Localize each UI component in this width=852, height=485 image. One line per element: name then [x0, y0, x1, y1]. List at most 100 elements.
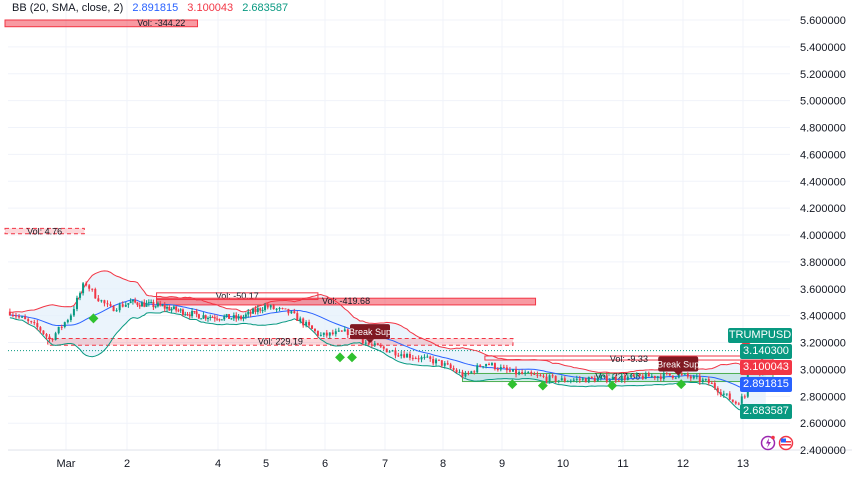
candle-body: [39, 327, 42, 331]
candle-body: [563, 378, 566, 382]
candle-body: [14, 315, 17, 317]
candle-body: [710, 382, 713, 384]
candle-body: [485, 364, 488, 367]
candle-body: [414, 357, 417, 359]
candle-body: [216, 318, 219, 320]
candle: [213, 314, 216, 322]
candle: [364, 339, 367, 346]
time-tick-label: 7: [382, 458, 388, 470]
candle: [175, 305, 178, 313]
candle: [325, 329, 328, 338]
time-tick-label: 9: [499, 458, 505, 470]
buy-diamond-marker: [335, 352, 345, 363]
candle-body: [476, 365, 479, 373]
candle-body: [138, 305, 141, 307]
candle: [186, 312, 189, 316]
price-tick-label: 3.800000: [800, 257, 846, 269]
candle-body: [674, 377, 677, 379]
price-tick-label: 3.600000: [800, 284, 846, 296]
candle: [403, 350, 406, 359]
candle: [272, 303, 275, 310]
volume-zone: Vol: -344.22: [4, 18, 199, 28]
candle: [91, 288, 94, 292]
candle: [66, 318, 69, 324]
candle: [557, 380, 560, 384]
candle: [97, 295, 100, 302]
candle-body: [18, 316, 21, 318]
candle-body: [423, 356, 426, 358]
candle-body: [161, 305, 164, 307]
candle-body: [197, 314, 200, 319]
annotation-text: Break Sup: [349, 327, 391, 337]
candle: [370, 341, 373, 348]
annotation-box: [350, 324, 390, 340]
price-tick-label: 5.400000: [800, 42, 846, 54]
candle-body: [659, 376, 662, 380]
candle-body: [21, 316, 24, 318]
candle: [379, 343, 382, 349]
candle: [121, 301, 124, 308]
candle-body: [668, 373, 671, 376]
volume-zone: Vol: 229.19: [47, 337, 514, 347]
candle: [94, 287, 97, 299]
candle-body: [406, 353, 409, 358]
us-flag-icon[interactable]: [778, 435, 794, 451]
candle-body: [118, 304, 121, 311]
candle-body: [611, 376, 614, 380]
candle-body: [677, 373, 680, 378]
time-tick-label: 6: [322, 458, 328, 470]
candle: [308, 319, 311, 328]
candle-body: [147, 302, 150, 304]
candle-body: [322, 332, 325, 335]
buy-diamond-marker: [347, 352, 357, 363]
candle-body: [290, 311, 293, 314]
candle-body: [79, 293, 82, 298]
candle-body: [644, 373, 647, 379]
candle-body: [313, 328, 316, 332]
candle: [470, 370, 473, 374]
candle: [256, 304, 259, 315]
candle: [605, 372, 608, 384]
volume-zone-label: Vol: 229.19: [258, 337, 303, 347]
lightning-icon[interactable]: [760, 435, 776, 451]
candle-body: [554, 376, 557, 382]
candle-body: [179, 309, 182, 311]
candle: [156, 301, 159, 308]
candle-body: [109, 304, 112, 307]
candle-body: [647, 373, 650, 377]
candle-body: [51, 338, 54, 340]
candle: [458, 369, 461, 374]
candle-body: [159, 303, 162, 306]
candle-body: [680, 373, 683, 375]
candle-body: [566, 381, 569, 383]
volume-zone-label: Vol: 227.68: [595, 371, 640, 381]
candle: [21, 315, 24, 318]
candle-body: [188, 314, 191, 317]
candle-body: [72, 309, 75, 316]
time-tick-label: 2: [124, 458, 130, 470]
candle: [343, 326, 346, 332]
candle: [202, 312, 205, 320]
candle: [587, 376, 590, 384]
candle: [417, 355, 420, 363]
candle: [641, 372, 644, 380]
candle-body: [337, 330, 340, 332]
candle-body: [235, 315, 238, 319]
candle-body: [340, 330, 343, 332]
candle-body: [287, 308, 290, 314]
candle-body: [112, 306, 115, 312]
candle-body: [63, 322, 66, 327]
candle: [394, 347, 397, 359]
volume-zone-rect: [4, 227, 85, 235]
candle-body: [311, 325, 314, 329]
candle-body: [689, 376, 692, 379]
candle: [400, 351, 403, 359]
candle: [476, 363, 479, 374]
candle-body: [163, 305, 166, 309]
candle: [659, 373, 662, 382]
candle-body: [240, 316, 243, 319]
candle-body: [515, 369, 518, 375]
events-icons[interactable]: [760, 433, 800, 453]
candle-body: [449, 364, 452, 369]
